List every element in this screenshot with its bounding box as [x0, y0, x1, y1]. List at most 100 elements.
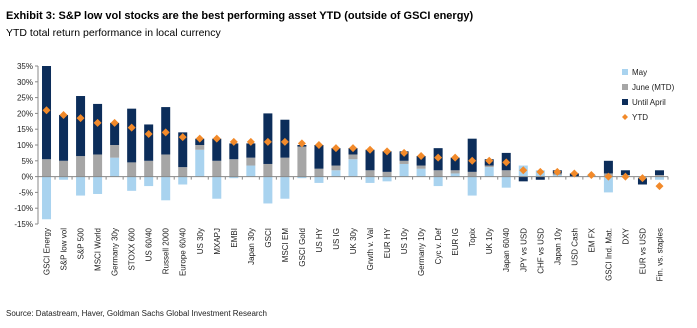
bar-segment: [161, 176, 171, 201]
bar-segment: [501, 176, 511, 188]
bar-segment: [195, 149, 205, 177]
ytd-marker: [519, 166, 528, 175]
bar-segment: [399, 163, 409, 177]
bar-segment: [331, 165, 341, 171]
bar-segment: [484, 165, 494, 168]
ytd-marker: [553, 167, 562, 176]
bar-segment: [467, 171, 477, 177]
bar-segment: [76, 156, 86, 177]
bar-segment: [433, 176, 443, 187]
bar-segment: [280, 176, 290, 199]
bar-segment: [399, 160, 409, 164]
ytd-marker: [297, 139, 306, 148]
x-tick-label: Fin. vs. staples: [655, 228, 664, 281]
ytd-marker: [655, 182, 664, 191]
bar-segment: [331, 170, 341, 177]
ytd-marker: [638, 174, 647, 183]
x-tick-label: GSCI: [264, 228, 273, 248]
ytd-marker: [59, 110, 68, 119]
legend-swatch: [622, 69, 628, 75]
x-tick-label: Topix: [468, 228, 477, 247]
bar-segment: [654, 175, 664, 177]
legend-label: YTD: [632, 113, 648, 122]
x-tick-label: UK 10y: [485, 228, 494, 254]
bar-segment: [450, 170, 460, 174]
bar-segment: [348, 154, 358, 160]
bar-segment: [229, 176, 239, 179]
bar-segment: [450, 173, 460, 177]
legend-label: May: [632, 68, 647, 77]
ytd-marker: [383, 147, 392, 156]
ytd-marker: [314, 141, 323, 149]
bar-segment: [59, 176, 69, 180]
bar-segment: [110, 145, 120, 158]
y-tick-label: -15%: [14, 220, 33, 229]
ytd-marker: [246, 137, 255, 146]
bar-segment: [42, 159, 52, 177]
x-tick-label: Germany 30y: [111, 228, 120, 276]
bar-segment: [229, 143, 239, 160]
x-tick-label: EUR IG: [451, 228, 460, 256]
y-tick-label: -10%: [14, 204, 33, 213]
ytd-marker: [144, 129, 153, 138]
legend-marker: [622, 114, 628, 120]
x-tick-label: USD Cash: [570, 228, 579, 266]
bar-segment: [382, 176, 392, 182]
bar-segment: [535, 176, 545, 180]
x-tick-label: Grwth v. Val: [366, 228, 375, 271]
bar-segment: [365, 170, 375, 177]
bar-segment: [314, 168, 324, 177]
ytd-marker: [93, 118, 102, 127]
bar-segment: [280, 157, 290, 177]
x-tick-label: S&P low vol: [60, 228, 69, 271]
ytd-marker: [400, 148, 409, 157]
bar-segment: [654, 170, 664, 176]
x-tick-label: UK 30y: [349, 228, 358, 254]
x-tick-label: EMBI: [230, 228, 239, 248]
x-tick-label: MXAPJ: [213, 228, 222, 255]
x-tick-label: S&P 500: [77, 227, 86, 259]
bar-segment: [127, 162, 137, 177]
ytd-marker: [42, 106, 51, 115]
x-tick-label: GSCI Ind. Mat.: [604, 228, 613, 281]
bar-segment: [416, 156, 426, 166]
bar-segment: [144, 160, 154, 177]
x-tick-label: CHF vs USD: [536, 228, 545, 274]
ytd-marker: [263, 137, 272, 146]
bar-segment: [416, 168, 426, 177]
ytd-marker: [451, 153, 460, 162]
x-tick-label: Japan 10y: [553, 228, 562, 265]
y-tick-label: 0%: [21, 173, 33, 182]
bar-segment: [382, 151, 392, 172]
x-tick-label: US 30y: [196, 228, 205, 254]
bar-segment: [365, 149, 375, 171]
bar-segment: [178, 132, 188, 168]
bar-segment: [42, 176, 52, 220]
ytd-marker: [434, 153, 443, 162]
bar-segment: [76, 176, 86, 196]
legend-label: Until April: [632, 98, 666, 107]
bar-segment: [297, 146, 307, 177]
x-tick-label: EUR vs USD: [638, 228, 647, 274]
chart-subtitle: YTD total return performance in local cu…: [6, 27, 222, 39]
bar-segment: [93, 176, 103, 194]
bar-segment: [603, 160, 613, 174]
ytd-marker: [110, 118, 119, 127]
ytd-marker: [127, 123, 136, 132]
bar-segment: [331, 148, 341, 166]
x-tick-label: GSCI Energy: [43, 228, 52, 275]
bar-segment: [93, 154, 103, 177]
legend-swatch: [622, 84, 628, 90]
bar-segment: [127, 176, 137, 191]
x-tick-label: MSCI World: [94, 228, 103, 271]
bar-segment: [467, 138, 477, 172]
bar-segment: [127, 108, 137, 163]
bar-segment: [76, 96, 86, 157]
chart-title: Exhibit 3: S&P low vol stocks are the be…: [6, 10, 474, 22]
legend-label: June (MTD): [632, 83, 675, 92]
ytd-marker: [280, 137, 289, 146]
x-tick-label: MSCI EM: [281, 228, 290, 263]
ytd-marker: [229, 137, 238, 146]
y-tick-label: 25%: [17, 94, 33, 103]
bar-segment: [246, 143, 256, 158]
